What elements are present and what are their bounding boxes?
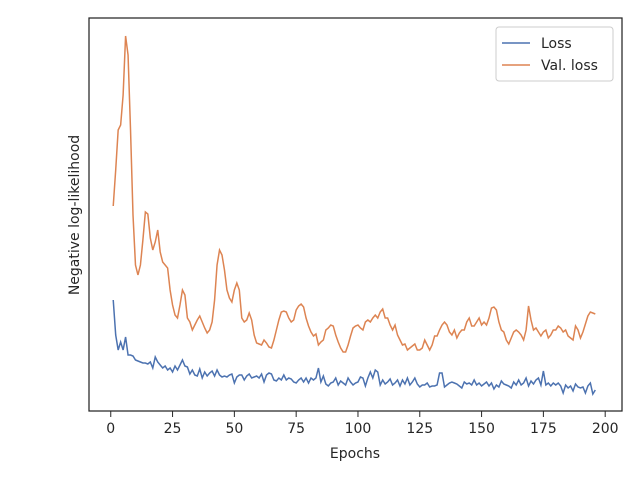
x-tick-label: 200: [592, 421, 619, 437]
plot-frame: [88, 17, 623, 412]
legend-label: Loss: [541, 36, 572, 52]
x-tick-label: 175: [530, 421, 557, 437]
x-axis-label: Epochs: [330, 446, 380, 462]
x-tick-label: 75: [287, 421, 305, 437]
x-tick-label: 150: [468, 421, 495, 437]
legend-box: [495, 26, 614, 82]
x-tick-label: 125: [406, 421, 433, 437]
x-tick-label: 25: [164, 421, 182, 437]
line: [112, 299, 596, 396]
x-tick-label: 50: [225, 421, 243, 437]
x-tick-label: 0: [106, 421, 115, 437]
legend-label: Val. loss: [541, 58, 598, 74]
y-axis-label: Negative log-likelihood: [67, 135, 83, 295]
line: [112, 35, 596, 353]
x-tick-label: 100: [345, 421, 372, 437]
